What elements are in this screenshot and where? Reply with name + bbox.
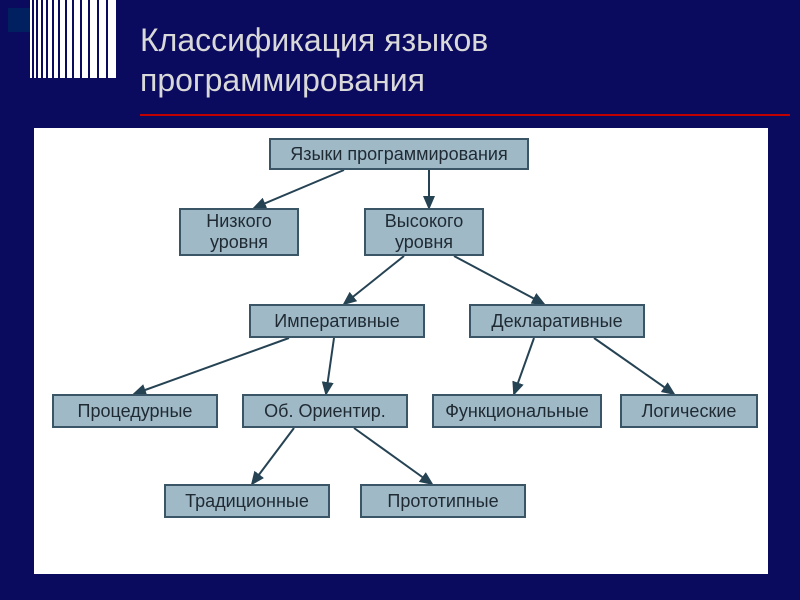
node-oo: Об. Ориентир. — [242, 394, 408, 428]
node-low: Низкого уровня — [179, 208, 299, 256]
header-rule — [140, 114, 790, 116]
edge-imp-oo — [326, 338, 334, 394]
edge-oo-proto — [354, 428, 432, 484]
edge-oo-trad — [252, 428, 294, 484]
node-decl: Декларативные — [469, 304, 645, 338]
slide: Классификация языков программирования Язы… — [0, 0, 800, 600]
edge-decl-func — [514, 338, 534, 394]
node-func: Функциональные — [432, 394, 602, 428]
header-barcode — [30, 0, 126, 78]
edge-imp-proc — [134, 338, 289, 394]
edge-high-decl — [454, 256, 544, 304]
node-root: Языки программирования — [269, 138, 529, 170]
node-high: Высокого уровня — [364, 208, 484, 256]
slide-title: Классификация языков программирования — [140, 20, 780, 100]
node-proc: Процедурные — [52, 394, 218, 428]
node-logi: Логические — [620, 394, 758, 428]
node-trad: Традиционные — [164, 484, 330, 518]
edge-high-imp — [344, 256, 404, 304]
classification-diagram: Языки программирования Низкого уровня Высо… — [34, 128, 768, 574]
decor-square — [8, 8, 32, 32]
node-imp: Императивные — [249, 304, 425, 338]
edge-decl-logi — [594, 338, 674, 394]
edge-root-low — [254, 170, 344, 208]
node-proto: Прототипные — [360, 484, 526, 518]
